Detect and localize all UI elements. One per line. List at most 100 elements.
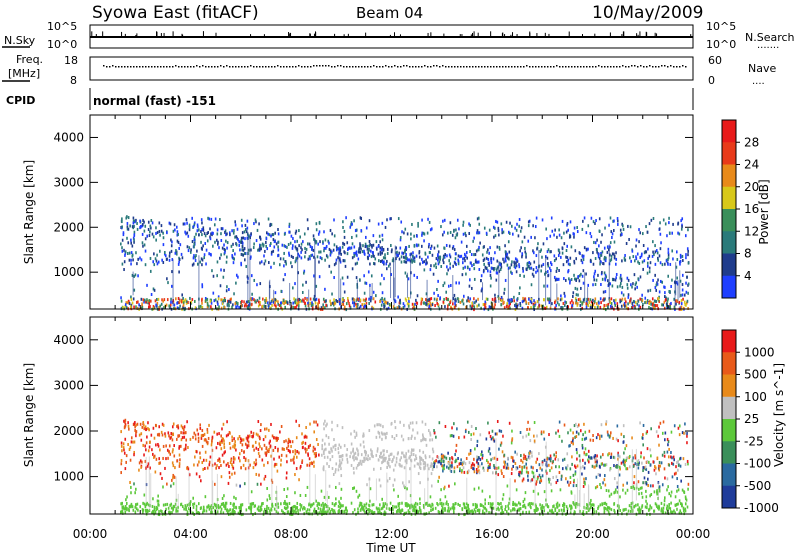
- echo-point: [335, 497, 337, 501]
- echo-point: [589, 456, 591, 460]
- echo-point: [338, 298, 341, 302]
- echo-point: [120, 471, 122, 475]
- echo-point: [411, 222, 413, 226]
- echo-point: [249, 463, 251, 467]
- echo-point: [617, 222, 619, 226]
- echo-point: [220, 434, 222, 438]
- echo-point: [560, 236, 563, 240]
- echo-point: [174, 228, 176, 232]
- echo-point: [353, 486, 356, 490]
- echo-point: [139, 256, 141, 260]
- echo-point: [521, 306, 524, 310]
- echo-point: [210, 305, 212, 309]
- echo-point: [171, 450, 174, 454]
- echo-point: [463, 252, 466, 256]
- echo-point: [474, 301, 476, 305]
- echo-point: [364, 281, 366, 285]
- echo-point: [180, 444, 182, 448]
- freq-dot: [208, 66, 210, 68]
- echo-point: [383, 504, 386, 508]
- echo-point: [479, 241, 481, 245]
- echo-point: [277, 240, 280, 244]
- echo-point: [295, 298, 297, 302]
- echo-point: [430, 244, 433, 248]
- echo-point: [286, 460, 288, 464]
- echo-point: [672, 462, 675, 466]
- echo-point: [645, 489, 647, 493]
- echo-point: [210, 443, 213, 447]
- echo-point: [337, 256, 339, 260]
- echo-point: [542, 262, 545, 266]
- echo-point: [155, 238, 157, 242]
- colorbar-tick-label: 28: [744, 135, 759, 149]
- echo-point: [236, 236, 238, 240]
- echo-point: [361, 250, 364, 254]
- echo-point: [258, 442, 261, 446]
- echo-point: [292, 458, 294, 462]
- echo-point: [448, 253, 451, 257]
- echo-point: [368, 429, 371, 433]
- echo-point: [613, 256, 616, 260]
- echo-point: [418, 255, 421, 259]
- echo-point: [384, 225, 387, 229]
- echo-point: [306, 447, 308, 451]
- echo-point: [217, 297, 220, 301]
- freq-dot: [112, 65, 114, 67]
- echo-point: [399, 301, 402, 305]
- echo-point: [466, 265, 469, 269]
- echo-point: [283, 244, 286, 248]
- echo-point: [655, 249, 658, 253]
- echo-point: [417, 224, 419, 228]
- echo-point: [370, 244, 373, 248]
- freq-dot: [499, 66, 501, 68]
- echo-point: [235, 305, 238, 309]
- echo-point: [137, 274, 139, 278]
- echo-point: [371, 450, 373, 454]
- echo-point: [546, 457, 548, 461]
- echo-point: [426, 261, 428, 265]
- echo-point: [666, 234, 668, 238]
- echo-point: [377, 252, 380, 256]
- echo-point: [123, 260, 126, 264]
- echo-point: [307, 301, 309, 305]
- echo-point: [233, 505, 235, 509]
- echo-point: [451, 461, 453, 465]
- echo-point: [229, 508, 231, 512]
- echo-point: [424, 454, 427, 458]
- freq-dot: [508, 66, 510, 68]
- echo-point: [432, 507, 434, 511]
- echo-point: [154, 510, 157, 514]
- echo-point: [448, 244, 451, 248]
- echo-point: [634, 306, 636, 310]
- echo-point: [303, 269, 306, 273]
- echo-point: [635, 244, 637, 248]
- echo-point: [172, 422, 175, 426]
- echo-point: [499, 267, 502, 271]
- echo-point: [511, 224, 513, 228]
- echo-point: [353, 429, 356, 433]
- echo-point: [440, 501, 443, 505]
- freq-dot: [136, 66, 138, 68]
- echo-point: [485, 231, 488, 235]
- echo-point: [158, 461, 160, 465]
- echo-point: [511, 437, 514, 441]
- echo-point: [191, 298, 194, 302]
- echo-point: [340, 474, 343, 478]
- echo-point: [533, 299, 535, 303]
- echo-point: [644, 301, 646, 305]
- echo-point: [498, 429, 501, 433]
- echo-point: [237, 275, 239, 279]
- echo-point: [554, 278, 557, 282]
- echo-point: [687, 291, 689, 295]
- echo-point: [678, 300, 681, 304]
- echo-point: [638, 506, 641, 510]
- freq-dot: [616, 66, 618, 68]
- echo-point: [445, 502, 447, 506]
- echo-point: [224, 230, 226, 234]
- echo-point: [597, 433, 599, 437]
- echo-point: [621, 222, 624, 226]
- echo-point: [133, 240, 135, 244]
- echo-point: [619, 233, 622, 237]
- echo-point: [502, 257, 504, 261]
- echo-point: [143, 229, 146, 233]
